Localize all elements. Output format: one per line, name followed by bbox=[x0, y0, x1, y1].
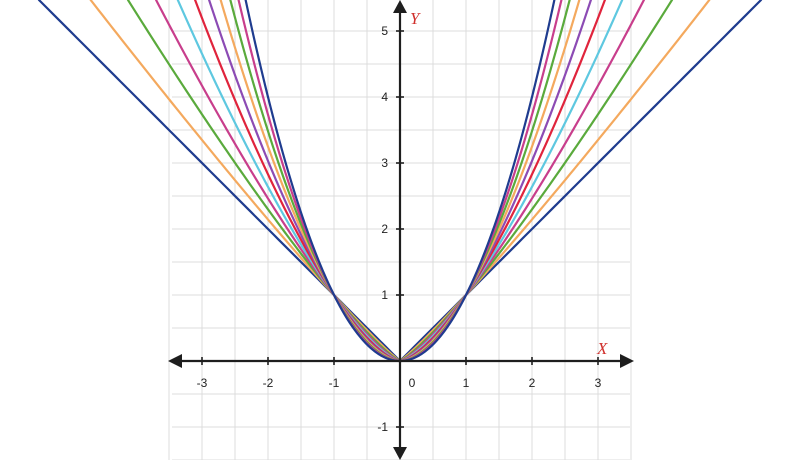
x-tick-label: -3 bbox=[197, 376, 208, 390]
y-axis-top-arrow bbox=[393, 0, 407, 13]
x-tick-label: -2 bbox=[263, 376, 274, 390]
y-axis-bottom-arrow bbox=[393, 447, 407, 460]
y-tick-label: 2 bbox=[381, 222, 388, 236]
x-tick-label: -1 bbox=[329, 376, 340, 390]
x-axis-left-arrow bbox=[168, 354, 182, 368]
x-axis-right-arrow bbox=[620, 354, 634, 368]
x-axis-label: X bbox=[596, 339, 608, 358]
y-tick-label: 5 bbox=[381, 24, 388, 38]
y-tick-label: 4 bbox=[381, 90, 388, 104]
y-axis-label: Y bbox=[410, 9, 421, 28]
axes: X Y bbox=[168, 0, 634, 460]
y-tick-label: -1 bbox=[377, 420, 388, 434]
x-tick-label: 0 bbox=[409, 376, 416, 390]
x-tick-label: 2 bbox=[529, 376, 536, 390]
y-tick-label: 1 bbox=[381, 288, 388, 302]
y-tick-label: 3 bbox=[381, 156, 388, 170]
x-tick-label: 1 bbox=[463, 376, 470, 390]
x-tick-label: 3 bbox=[595, 376, 602, 390]
ticks: -3 -2 -1 0 1 2 3 -1 1 2 3 4 5 bbox=[197, 24, 602, 434]
